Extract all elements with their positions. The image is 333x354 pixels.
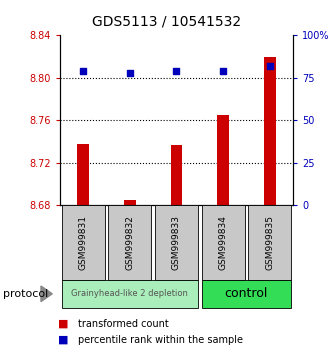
Text: GSM999831: GSM999831	[79, 215, 88, 270]
Text: ■: ■	[58, 319, 69, 329]
Point	[81, 68, 86, 74]
Polygon shape	[41, 286, 52, 302]
Bar	[109, 205, 151, 280]
Bar	[217, 115, 229, 205]
Bar	[264, 57, 276, 205]
Bar	[202, 205, 244, 280]
Bar	[62, 280, 198, 308]
Text: transformed count: transformed count	[78, 319, 169, 329]
Text: GSM999835: GSM999835	[265, 215, 274, 270]
Text: ■: ■	[58, 335, 69, 345]
Bar	[202, 280, 291, 308]
Bar	[62, 205, 105, 280]
Point	[220, 68, 226, 74]
Bar	[77, 144, 89, 205]
Text: percentile rank within the sample: percentile rank within the sample	[78, 335, 243, 345]
Bar	[170, 145, 182, 205]
Text: protocol: protocol	[3, 289, 49, 299]
Text: GSM999833: GSM999833	[172, 215, 181, 270]
Point	[267, 63, 272, 69]
Bar	[124, 200, 136, 205]
Bar	[248, 205, 291, 280]
Text: GSM999834: GSM999834	[218, 215, 228, 270]
Text: Grainyhead-like 2 depletion: Grainyhead-like 2 depletion	[72, 289, 188, 298]
Text: GSM999832: GSM999832	[125, 215, 135, 270]
Point	[127, 70, 133, 76]
Point	[174, 68, 179, 74]
Text: control: control	[225, 287, 268, 300]
Bar	[155, 205, 198, 280]
Text: GDS5113 / 10541532: GDS5113 / 10541532	[92, 14, 241, 28]
